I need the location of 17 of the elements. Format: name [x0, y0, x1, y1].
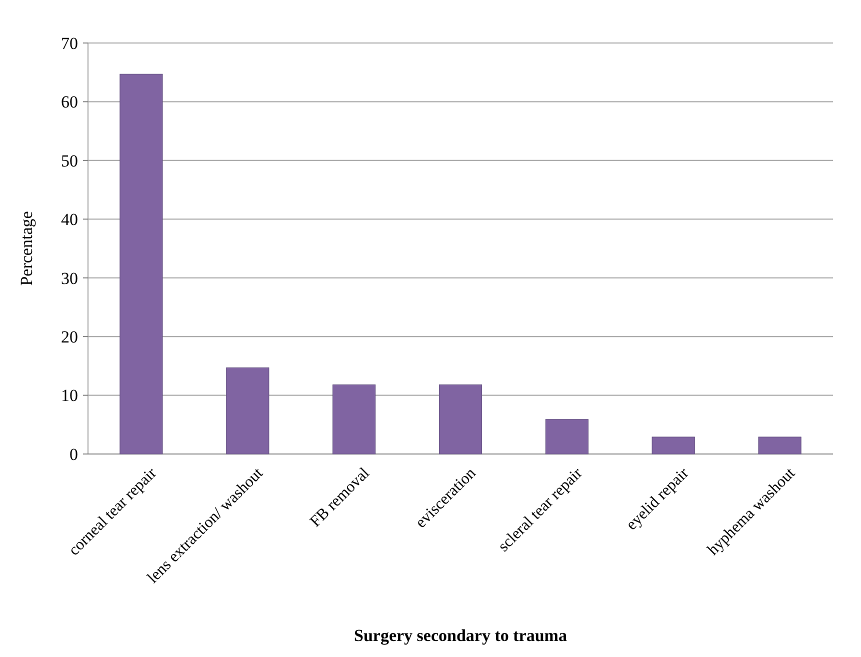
bar [120, 74, 163, 454]
y-tick-label: 20 [61, 328, 78, 347]
bar [438, 384, 482, 454]
bar [758, 436, 802, 454]
bar [545, 419, 588, 454]
bar [332, 384, 376, 454]
y-tick-label: 0 [70, 444, 78, 464]
y-tick-label: 10 [61, 386, 78, 406]
y-tick-label: 40 [61, 210, 78, 230]
bar [226, 367, 270, 454]
y-tick-label: 70 [61, 34, 78, 53]
y-tick-label: 60 [61, 92, 78, 112]
x-axis-title: Surgery secondary to trauma [354, 626, 568, 645]
y-tick-label: 30 [61, 268, 78, 288]
y-tick-label: 50 [61, 151, 78, 170]
bar [652, 436, 695, 454]
y-axis-title: Percentage [17, 211, 36, 286]
